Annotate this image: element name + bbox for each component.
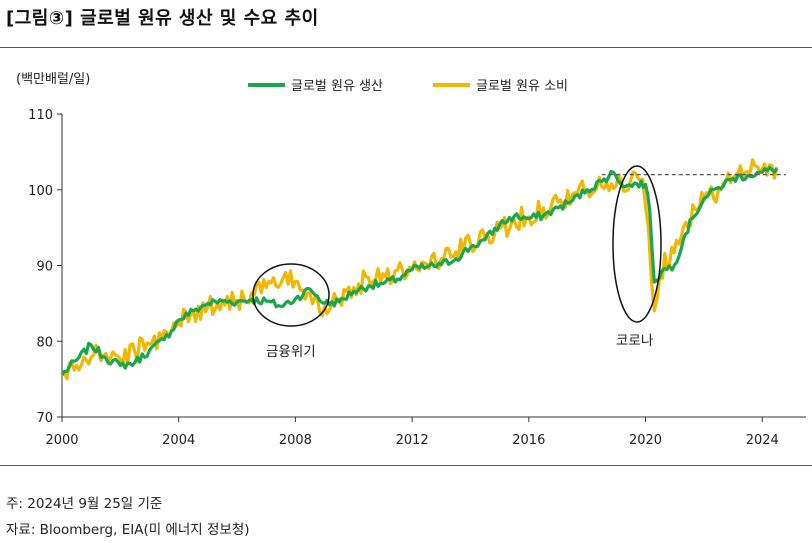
source-note: 자료: Bloomberg, EIA(미 에너지 정보청) [6,522,250,538]
covid-ellipse [612,165,662,323]
x-tick-label: 2016 [512,433,545,448]
y-tick-label: 80 [36,335,53,350]
bottom-divider [0,465,812,466]
annotations: 금융위기 코로나 [252,165,662,360]
y-ticks: 70 80 90 100 110 [28,108,62,426]
x-ticks: 2000 2004 2008 2012 2016 2020 2024 [45,417,779,448]
x-tick-label: 2020 [629,433,662,448]
legend: 글로벌 원유 생산 글로벌 원유 소비 [248,79,568,94]
y-tick-label: 110 [28,108,53,123]
footnote: 주: 2024년 9월 25일 기준 [6,496,163,512]
chart: (백만배럴/일) 글로벌 원유 생산 글로벌 원유 소비 70 80 90 100 11… [16,72,806,448]
x-tick-label: 2004 [162,433,195,448]
series-lines [60,158,779,381]
y-tick-label: 70 [36,411,53,426]
top-divider [0,47,812,48]
y-tick-label: 90 [36,260,53,275]
y-tick-label: 100 [28,184,53,199]
financial-crisis-label: 금융위기 [266,344,316,360]
page-title: [그림③] 글로벌 원유 생산 및 수요 추이 [6,8,319,29]
legend-label-consumption: 글로벌 원유 소비 [476,79,568,94]
x-tick-label: 2024 [746,433,779,448]
financial-crisis-ellipse [252,263,330,327]
x-tick-label: 2000 [45,433,78,448]
x-tick-label: 2012 [396,433,429,448]
legend-label-production: 글로벌 원유 생산 [291,79,383,94]
y-axis-unit-label: (백만배럴/일) [16,72,90,87]
x-tick-label: 2008 [279,433,312,448]
covid-label: 코로나 [616,333,653,349]
